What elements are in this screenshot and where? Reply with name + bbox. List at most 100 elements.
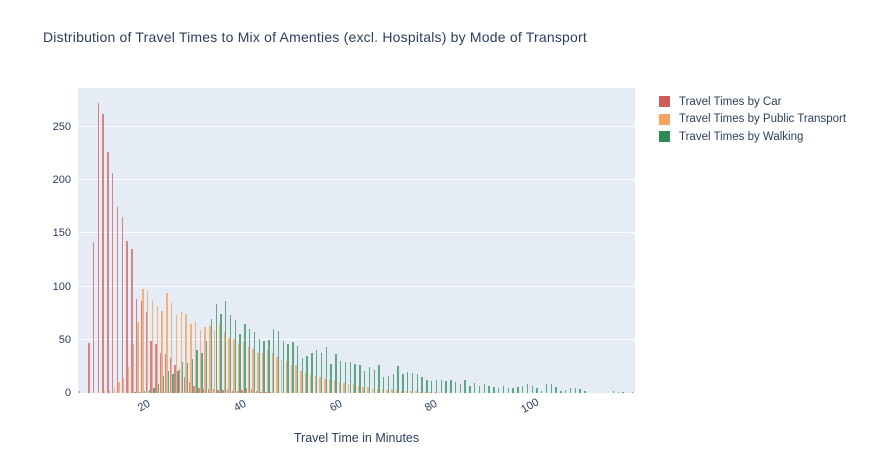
bar [233,338,235,393]
bar [102,114,104,393]
bar [212,388,214,393]
bar [201,352,203,393]
bar [186,363,189,393]
bar [373,369,375,393]
bar [502,385,505,393]
bar [287,344,289,393]
bar [450,380,452,393]
bar [439,391,441,393]
bar [507,387,509,393]
bar [207,388,210,393]
plot-area[interactable] [78,88,635,393]
bar [359,365,361,393]
bar [574,387,576,393]
bar [210,318,213,393]
bar [159,352,162,393]
bar [147,290,149,393]
x-tick-label: 60 [327,397,344,415]
bar [512,387,514,393]
legend-label: Travel Times by Car [679,95,782,108]
legend-item-car[interactable]: Travel Times by Car [659,93,846,111]
bar [92,241,95,393]
bar [296,346,299,393]
bar [204,327,206,393]
bar [196,350,198,393]
bar [295,365,297,393]
bar [430,381,433,393]
bar [277,331,280,393]
bar [167,370,170,393]
bar [478,385,481,393]
legend-item-walking[interactable]: Travel Times by Walking [659,128,846,146]
bar [180,312,182,393]
legend-item-public-transport[interactable]: Travel Times by Public Transport [659,111,846,129]
bar [272,329,275,393]
bar [386,389,388,393]
bar [292,341,294,393]
bar [488,385,490,393]
bar [469,385,471,393]
bar [214,330,216,393]
legend-swatch-icon [659,96,670,108]
bar [545,384,548,393]
gridline-y-200 [78,179,635,181]
bar [156,305,158,393]
bar [253,332,256,393]
bar [234,319,237,393]
bar [343,383,345,393]
bar [174,365,176,393]
bar [138,391,141,393]
bar [316,350,318,393]
bar [324,379,326,393]
bar [242,341,245,393]
bar [517,386,519,393]
bar [270,391,272,393]
bar [225,301,227,393]
bar [411,372,414,393]
bar [185,314,187,393]
legend-label: Travel Times by Public Transport [679,113,847,126]
bar [340,361,342,393]
bar [132,344,135,393]
bar [237,344,240,393]
bar [188,382,191,393]
bar [252,349,254,393]
bar [135,299,138,393]
bar [143,390,146,393]
bar [97,103,100,393]
bar [220,314,222,393]
legend-swatch-icon [659,131,670,143]
y-tick-label: 100 [52,280,71,293]
bar [148,389,150,393]
gridline-y-50 [78,338,635,340]
bar [183,377,186,393]
bar [617,391,620,393]
bar [330,364,332,393]
bar [314,375,316,393]
bar [170,302,173,393]
bar [218,323,221,393]
bar [226,389,229,393]
bar [241,389,243,393]
bar [113,387,115,393]
bar [395,389,398,393]
legend-swatch-icon [659,113,670,125]
bar [123,378,125,393]
bar [121,217,124,393]
bar [164,353,167,393]
bar [426,380,428,393]
bar [118,382,120,393]
bar [209,325,211,393]
bar [261,352,264,393]
y-tick-label: 150 [52,227,71,240]
chart-title: Distribution of Travel Times to Mix of A… [43,29,587,45]
bar [88,342,90,393]
bar [190,323,192,393]
bar [333,381,336,393]
x-tick-label: 20 [135,397,153,415]
bar [445,381,447,393]
bar [179,368,181,393]
bar [483,384,486,393]
bar [175,315,178,393]
bar [78,390,80,393]
